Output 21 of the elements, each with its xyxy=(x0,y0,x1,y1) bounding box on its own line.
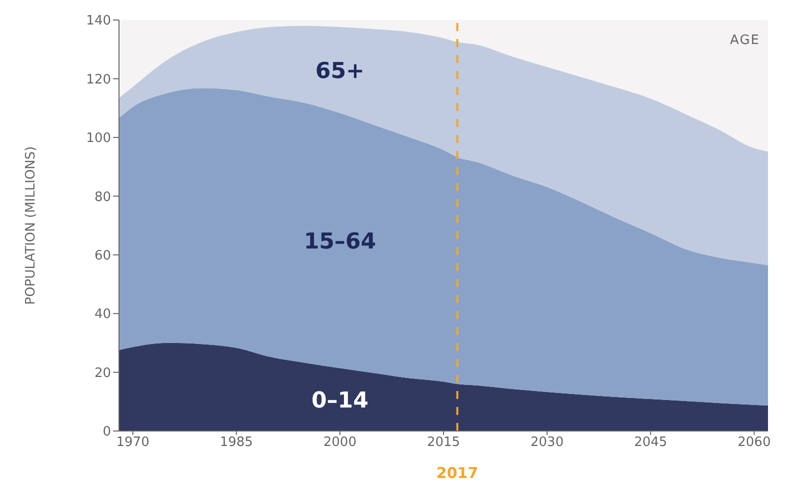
x-tick-label: 1985 xyxy=(220,435,253,450)
y-tick-label: 60 xyxy=(94,248,111,264)
x-tick-label: 2015 xyxy=(426,435,460,450)
y-axis-title: POPULATION (MILLIONS) xyxy=(24,146,39,305)
series-label: 15–64 xyxy=(304,229,376,254)
y-tick-label: 100 xyxy=(86,131,111,146)
x-tick-label: 1970 xyxy=(116,435,150,450)
y-tick-label: 0 xyxy=(102,424,111,440)
y-tick-label: 80 xyxy=(94,190,111,205)
ref-line-label: 2017 xyxy=(436,464,478,482)
x-tick-label: 2030 xyxy=(530,435,564,450)
series-label: 65+ xyxy=(315,58,364,84)
y-tick-label: 120 xyxy=(86,72,111,88)
annotation: AGE xyxy=(730,33,760,48)
x-tick-label: 2045 xyxy=(634,435,668,450)
y-tick-label: 20 xyxy=(94,366,111,381)
y-tick-label: 40 xyxy=(94,307,111,322)
x-tick-label: 2000 xyxy=(323,435,356,450)
x-tick-label: 2060 xyxy=(738,435,771,450)
series-label: 0–14 xyxy=(311,388,368,414)
y-tick-label: 140 xyxy=(86,14,111,29)
